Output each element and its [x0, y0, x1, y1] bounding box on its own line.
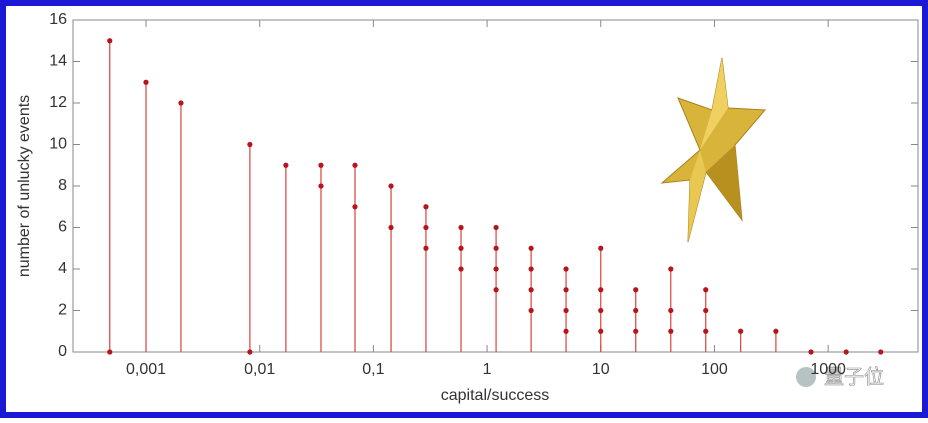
marker — [668, 266, 674, 272]
x-tick-label: 1 — [483, 361, 492, 378]
marker — [878, 349, 884, 355]
y-tick-label: 14 — [49, 53, 67, 70]
y-tick-label: 0 — [58, 343, 67, 360]
marker — [528, 307, 534, 314]
x-tick-label: 0,1 — [362, 361, 384, 378]
marker — [703, 287, 709, 293]
marker — [528, 287, 534, 293]
marker — [318, 183, 324, 189]
x-tick-label: 0,01 — [244, 361, 275, 378]
y-tick-label: 16 — [49, 11, 67, 28]
watermark: 量子位 — [824, 365, 884, 388]
x-tick-label: 100 — [701, 361, 728, 378]
marker — [423, 224, 429, 231]
marker — [703, 328, 709, 334]
marker — [143, 79, 149, 85]
marker — [458, 266, 464, 272]
marker — [528, 245, 534, 251]
marker — [843, 349, 849, 355]
watermark-icon — [796, 367, 816, 387]
marker — [668, 328, 674, 334]
star — [660, 57, 767, 243]
marker — [598, 307, 604, 314]
x-axis-label: capital/success — [441, 387, 550, 404]
marker — [633, 328, 639, 334]
marker — [388, 183, 394, 189]
marker — [738, 328, 744, 334]
marker — [178, 100, 184, 106]
y-tick-label: 4 — [58, 260, 67, 277]
marker — [388, 224, 394, 231]
x-tick-label: 10 — [592, 361, 610, 378]
marker — [423, 245, 429, 251]
marker — [598, 328, 604, 334]
marker — [283, 162, 289, 168]
marker — [563, 266, 569, 272]
marker — [773, 328, 779, 334]
y-tick-label: 8 — [58, 177, 67, 194]
y-axis-label: number of unlucky events — [16, 95, 33, 277]
marker — [493, 287, 499, 293]
marker — [107, 349, 113, 355]
marker — [458, 245, 464, 251]
marker — [493, 224, 499, 231]
y-tick-label: 2 — [58, 302, 67, 319]
marker — [633, 287, 639, 293]
marker — [808, 349, 814, 355]
marker — [423, 204, 429, 210]
marker — [668, 307, 674, 314]
marker — [493, 245, 499, 251]
marker — [563, 307, 569, 314]
marker — [563, 287, 569, 293]
marker — [598, 245, 604, 251]
marker — [633, 307, 639, 314]
marker — [352, 162, 358, 168]
marker — [107, 38, 113, 44]
marker — [563, 328, 569, 334]
marker — [458, 224, 464, 231]
marker — [598, 287, 604, 293]
x-tick-label: 0,001 — [126, 361, 166, 378]
marker — [352, 204, 358, 210]
marker — [247, 349, 253, 355]
marker — [247, 141, 253, 148]
marker — [318, 162, 324, 168]
marker — [703, 307, 709, 314]
y-tick-label: 6 — [58, 219, 67, 236]
y-tick-label: 10 — [49, 136, 67, 153]
x-tick-label: 1000 — [810, 361, 846, 378]
marker — [528, 266, 534, 272]
y-tick-label: 12 — [49, 94, 67, 111]
marker — [493, 266, 499, 272]
